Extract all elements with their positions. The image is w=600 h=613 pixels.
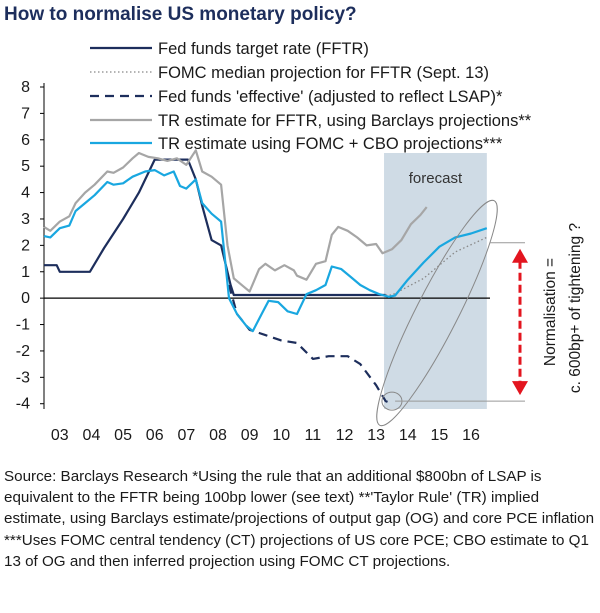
x-tick-label: 12 (336, 427, 354, 444)
legend-label-4: TR estimate for FFTR, using Barclays pro… (158, 112, 532, 130)
x-tick-label: 15 (430, 427, 448, 444)
normalisation-label: Normalisation = (542, 258, 559, 366)
y-tick-label: 5 (21, 158, 30, 175)
x-tick-label: 11 (305, 427, 322, 444)
arrow-head-up (512, 248, 528, 263)
forecast-shade (384, 153, 487, 409)
legend-label-3: Fed funds 'effective' (adjusted to refle… (158, 88, 503, 106)
y-tick-label: -2 (16, 343, 30, 360)
x-tick-label: 05 (114, 427, 132, 444)
series-line-4 (43, 149, 428, 293)
x-tick-label: 03 (51, 427, 69, 444)
legend-label-2: FOMC median projection for FFTR (Sept. 1… (158, 64, 489, 82)
series-line-5 (43, 169, 488, 333)
normalisation-sublabel: c. 600bp+ of tightening ? (567, 223, 584, 394)
x-tick-label: 14 (399, 427, 417, 444)
x-tick-label: 06 (146, 427, 164, 444)
y-tick-label: 1 (21, 264, 30, 281)
series-group (43, 149, 488, 405)
y-tick-label: 4 (21, 185, 30, 202)
highlight-ellipse-large (376, 199, 498, 427)
forecast-region: forecast (384, 153, 487, 409)
y-tick-label: -1 (16, 317, 30, 334)
y-tick-label: 0 (21, 290, 30, 307)
y-tick-label: 8 (21, 79, 30, 96)
x-tick-label: 04 (83, 427, 101, 444)
legend-label-5: TR estimate using FOMC + CBO projections… (158, 135, 503, 153)
arrow-head-down (512, 381, 528, 396)
y-tick-label: 6 (21, 132, 30, 149)
y-tick-label: 3 (21, 211, 30, 228)
y-tick-label: 7 (21, 105, 30, 122)
source-note: Source: Barclays Research *Using the rul… (4, 468, 595, 570)
series-line-3 (227, 284, 393, 405)
series-line-2 (385, 236, 488, 296)
x-tick-label: 10 (272, 427, 290, 444)
annotations: Normalisation = c. 600bp+ of tightening ? (376, 199, 584, 427)
legend-label-1: Fed funds target rate (FFTR) (158, 40, 369, 58)
x-tick-label: 13 (367, 427, 385, 444)
forecast-label: forecast (409, 170, 463, 187)
y-tick-label: -3 (16, 369, 30, 386)
y-tick-label: 2 (21, 237, 30, 254)
x-tick-label: 08 (209, 427, 227, 444)
y-tick-label: -4 (16, 396, 30, 413)
chart-title: How to normalise US monetary policy? (4, 4, 357, 25)
legend: Fed funds target rate (FFTR) FOMC median … (90, 40, 532, 153)
x-tick-label: 16 (462, 427, 480, 444)
x-tick-label: 07 (177, 427, 195, 444)
x-tick-label: 09 (241, 427, 259, 444)
